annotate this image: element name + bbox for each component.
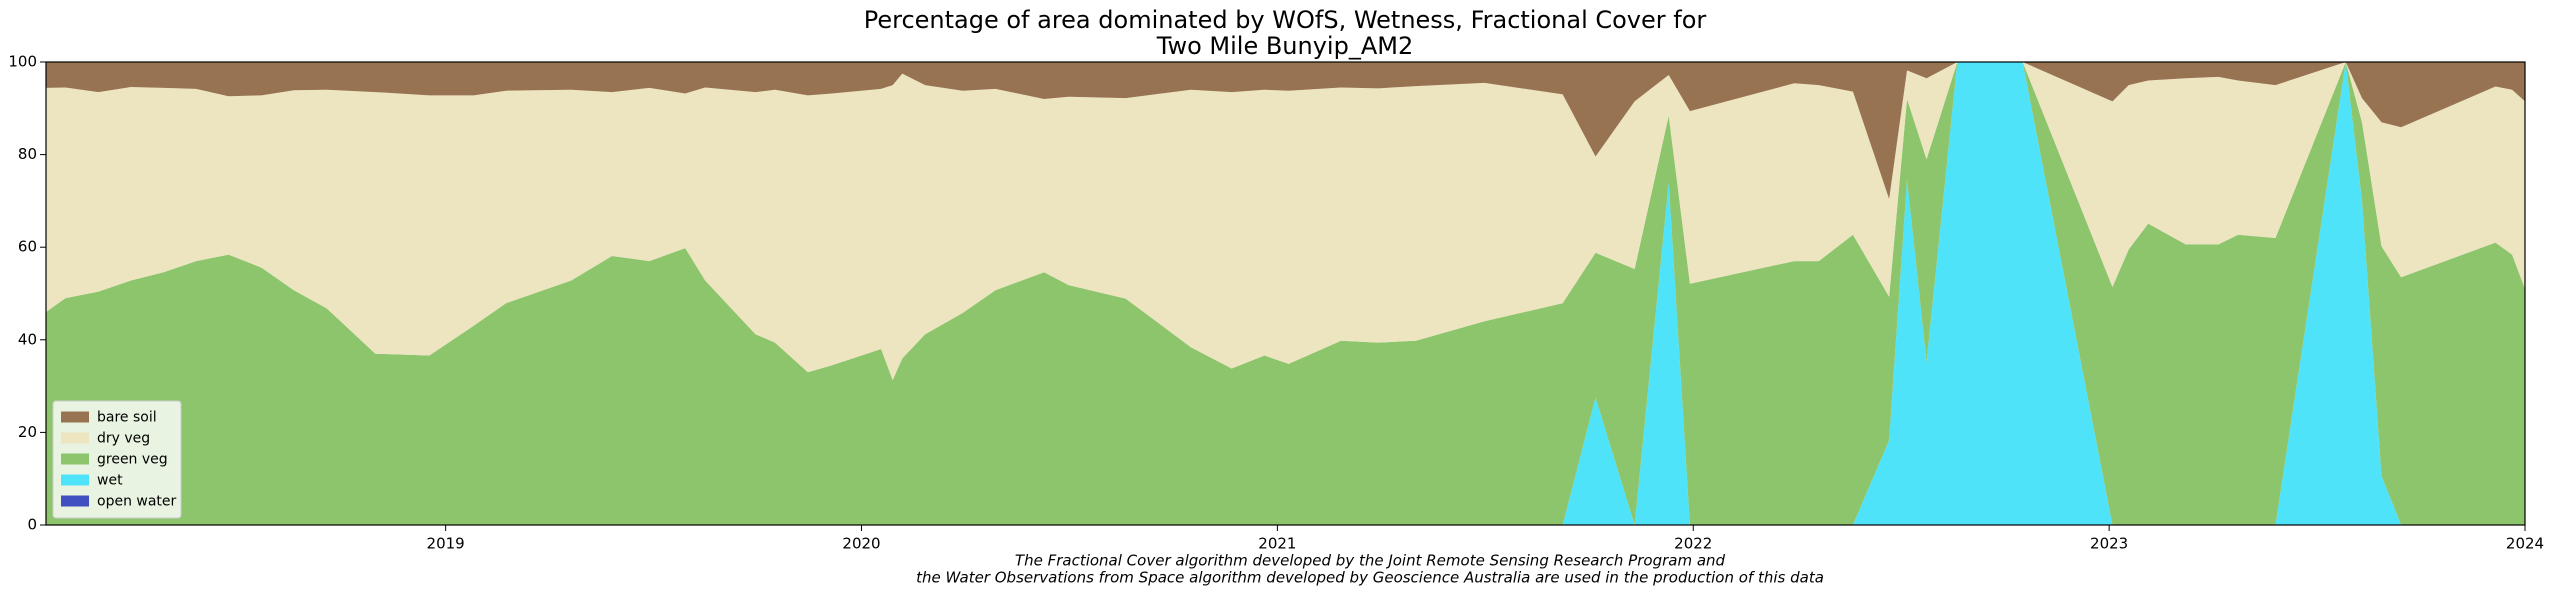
y-tick-label: 100	[8, 53, 37, 71]
legend-label: dry veg	[97, 431, 150, 447]
x-tick-label: 2024	[2506, 535, 2544, 553]
legend-swatch	[61, 495, 89, 507]
legend-swatch	[61, 411, 89, 423]
chart-title: Percentage of area dominated by WOfS, We…	[864, 6, 1707, 34]
area	[46, 62, 2525, 525]
legend-label: green veg	[97, 452, 168, 468]
x-tick-label: 2023	[2090, 535, 2128, 553]
x-tick-label: 2020	[842, 535, 880, 553]
y-tick-label: 60	[18, 238, 37, 256]
area	[46, 62, 2525, 525]
x-tick-label: 2021	[1258, 535, 1296, 553]
legend-swatch	[61, 432, 89, 444]
legend-box	[52, 400, 182, 519]
y-tick-label: 80	[18, 145, 37, 163]
legend-label: open water	[97, 494, 177, 510]
y-tick-label: 40	[18, 330, 37, 348]
y-tick-label: 0	[27, 516, 37, 534]
chart-title: Two Mile Bunyip_AM2	[1156, 32, 1413, 60]
area	[46, 62, 2525, 200]
footnote: The Fractional Cover algorithm developed…	[1015, 552, 1726, 570]
legend-swatch	[61, 474, 89, 486]
y-tick-label: 20	[18, 423, 37, 441]
area	[46, 62, 2525, 381]
legend-swatch	[61, 453, 89, 465]
legend-label: bare soil	[97, 410, 157, 426]
legend-label: wet	[97, 473, 123, 489]
x-tick-label: 2019	[427, 535, 465, 553]
x-tick-label: 2022	[1674, 535, 1712, 553]
footnote: the Water Observations from Space algori…	[916, 569, 1824, 587]
plot-frame	[45, 61, 2526, 526]
